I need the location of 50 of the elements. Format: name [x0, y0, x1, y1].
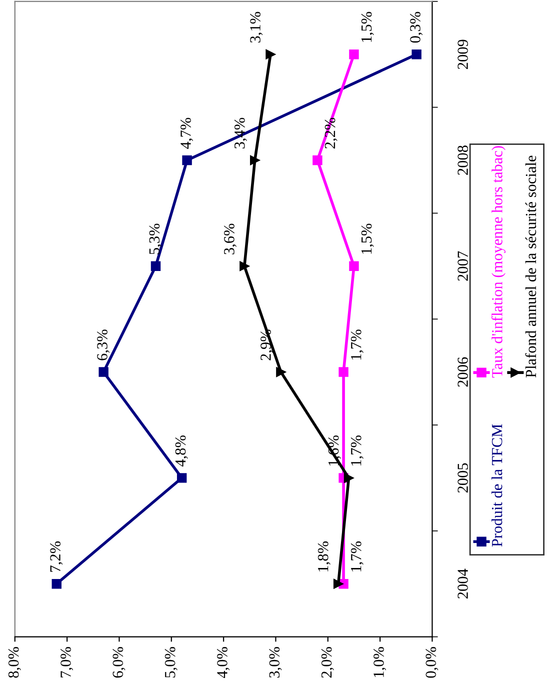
y-tick-label: 2006	[458, 357, 468, 387]
y-tick-label: 2004	[458, 568, 468, 598]
data-label: 4,7%	[180, 118, 194, 149]
text: Produit de la TFCM	[491, 424, 502, 547]
data-label: 1,5%	[361, 12, 374, 42]
data-label: 3,6%	[224, 224, 237, 254]
x-tick-label: 3,0%	[269, 647, 282, 678]
point	[344, 473, 354, 483]
data-label: 3,4%	[234, 118, 247, 148]
point	[182, 155, 192, 166]
data-label: 4,8%	[175, 436, 188, 467]
data-label: 2,2%	[324, 118, 338, 148]
point	[150, 261, 161, 272]
point	[276, 367, 286, 377]
data-label: 1,5%	[361, 224, 374, 254]
data-label: 0,3%	[410, 12, 423, 43]
y-tick-label: 2005	[458, 463, 468, 493]
x-tick-label: 8,0%	[8, 647, 21, 678]
text: Plafond annuel de la sécurité sociale	[525, 156, 536, 378]
point	[312, 155, 322, 166]
data-label: 5,3%	[149, 224, 162, 254]
data-label: 3,1%	[250, 12, 263, 43]
x-tick-label: 7,0%	[60, 647, 74, 678]
data-label: 1,7%	[350, 330, 364, 360]
data-label: 6,3%	[97, 330, 110, 360]
point	[266, 49, 276, 60]
x-tick-label: 0,0%	[426, 647, 438, 678]
data-label: 1,7%	[350, 436, 364, 466]
y-tick-label: 2009	[458, 40, 468, 69]
x-tick-label: 4,0%	[217, 647, 230, 678]
x-tick-label: 1,0%	[374, 647, 386, 677]
point	[338, 367, 348, 377]
data-label: 1,8%	[318, 541, 330, 572]
point	[349, 49, 359, 60]
point	[333, 578, 344, 589]
point	[412, 49, 422, 60]
x-tick-label: 5,0%	[164, 647, 178, 678]
x-tick-label: 6,0%	[112, 647, 126, 678]
point	[240, 261, 250, 272]
point	[176, 473, 187, 483]
point	[349, 261, 359, 272]
y-tick-label: 2007	[458, 251, 468, 281]
data-label: 1,7%	[350, 541, 364, 572]
point	[250, 155, 260, 166]
point	[52, 578, 62, 589]
text: Taux d'inflation (moyenne hors tabac)	[491, 146, 506, 378]
point	[98, 367, 108, 377]
x-tick-label: 2,0%	[321, 647, 334, 678]
data-label: 7,2%	[50, 541, 63, 572]
y-tick-label: 2008	[458, 146, 468, 175]
